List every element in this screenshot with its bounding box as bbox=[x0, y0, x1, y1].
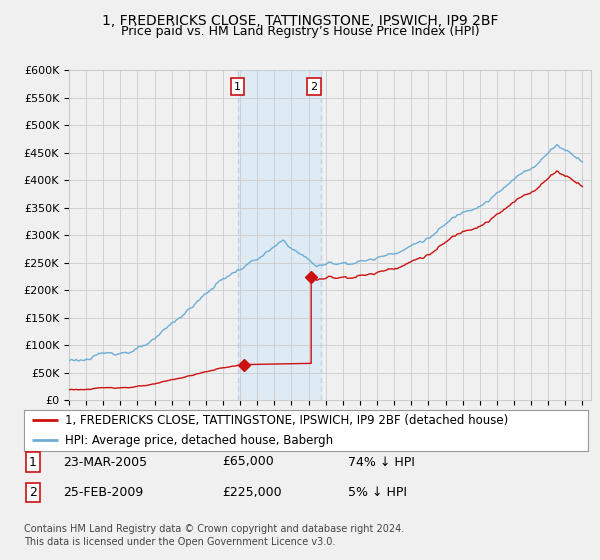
Text: 1: 1 bbox=[234, 82, 241, 91]
Text: £65,000: £65,000 bbox=[222, 455, 274, 469]
Text: Contains HM Land Registry data © Crown copyright and database right 2024.
This d: Contains HM Land Registry data © Crown c… bbox=[24, 524, 404, 547]
Text: Price paid vs. HM Land Registry’s House Price Index (HPI): Price paid vs. HM Land Registry’s House … bbox=[121, 25, 479, 38]
Text: 1, FREDERICKS CLOSE, TATTINGSTONE, IPSWICH, IP9 2BF (detached house): 1, FREDERICKS CLOSE, TATTINGSTONE, IPSWI… bbox=[65, 414, 508, 427]
Text: 23-MAR-2005: 23-MAR-2005 bbox=[63, 455, 147, 469]
Text: 25-FEB-2009: 25-FEB-2009 bbox=[63, 486, 143, 500]
Text: 5% ↓ HPI: 5% ↓ HPI bbox=[348, 486, 407, 500]
Bar bbox=[238, 70, 320, 400]
Text: 2: 2 bbox=[29, 486, 37, 500]
Text: 1: 1 bbox=[29, 455, 37, 469]
Text: 1, FREDERICKS CLOSE, TATTINGSTONE, IPSWICH, IP9 2BF: 1, FREDERICKS CLOSE, TATTINGSTONE, IPSWI… bbox=[102, 14, 498, 28]
Text: HPI: Average price, detached house, Babergh: HPI: Average price, detached house, Babe… bbox=[65, 434, 333, 447]
Text: 2: 2 bbox=[310, 82, 317, 91]
Text: £225,000: £225,000 bbox=[222, 486, 281, 500]
Text: 74% ↓ HPI: 74% ↓ HPI bbox=[348, 455, 415, 469]
